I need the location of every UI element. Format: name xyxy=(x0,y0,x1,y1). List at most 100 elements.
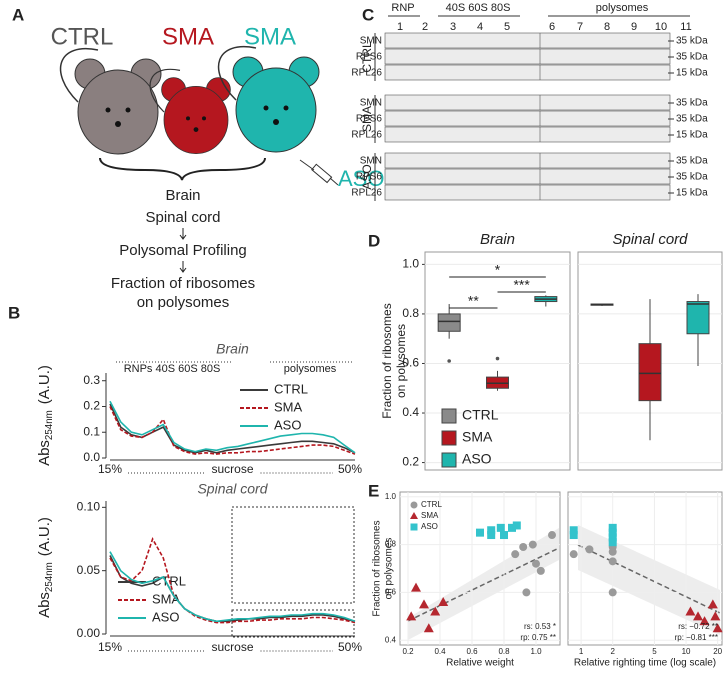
scatter-point xyxy=(419,599,429,609)
scatter-point xyxy=(476,528,484,537)
x-tick-label: 0.2 xyxy=(402,647,414,656)
x-label: sucrose xyxy=(211,640,253,654)
trend-line xyxy=(577,544,721,614)
blot-strip xyxy=(384,110,671,127)
outlier xyxy=(495,356,500,361)
legend-label: SMA xyxy=(421,511,439,520)
scatter-point xyxy=(608,523,617,532)
protein-label: RPL26 xyxy=(351,188,382,199)
legend-swatch xyxy=(410,523,418,531)
blot-strip xyxy=(384,152,671,169)
y-tick-label: 1.0 xyxy=(385,492,397,501)
y-tick-label: 0.05 xyxy=(77,563,101,577)
blot-strip xyxy=(384,64,671,81)
sig-label: * xyxy=(495,262,501,278)
y-tick-label: 0.2 xyxy=(402,455,419,469)
y-tick-label: 0.3 xyxy=(83,373,100,387)
x-tick-label: 1 xyxy=(579,647,584,656)
step-label: Brain xyxy=(165,187,200,204)
scatter-point xyxy=(487,531,496,540)
y-tick-label: 1.0 xyxy=(402,257,419,271)
mouse-icon xyxy=(217,45,320,153)
protein-label: SMN xyxy=(360,98,382,109)
lane-number: 10 xyxy=(655,21,667,33)
group-label: ASO xyxy=(360,164,374,189)
stat-annotation: rp: −0.81 *** xyxy=(675,633,718,642)
y-axis-label-part: Abs xyxy=(36,440,53,466)
treatment-label: ASO xyxy=(338,166,384,191)
legend-label: SMA xyxy=(462,429,493,445)
group-label: SMA xyxy=(360,106,374,132)
x-tick-label: 1.0 xyxy=(530,647,542,656)
arrow xyxy=(179,261,187,273)
y-tick-label: 0.1 xyxy=(83,424,100,438)
fraction-label: RNP xyxy=(391,2,414,14)
stat-annotation: rs: −0.72 ** xyxy=(678,622,718,631)
scatter-point xyxy=(508,523,516,532)
x-label: 50% xyxy=(338,640,362,654)
legend-label: CTRL xyxy=(462,407,499,423)
blot-strip xyxy=(384,48,671,65)
y-axis-label-part: (A.U.) xyxy=(36,365,53,404)
chart-title: Brain xyxy=(216,341,249,357)
scatter-point xyxy=(608,588,617,597)
step-label: Fraction of ribosomes xyxy=(111,275,255,292)
protein-label: SMN xyxy=(360,156,382,167)
x-tick-label: 5 xyxy=(652,647,657,656)
lane-number: 1 xyxy=(397,21,403,33)
scatter-point xyxy=(693,611,704,621)
panel-label: E xyxy=(368,481,379,500)
blot-strip xyxy=(384,184,671,201)
scatter-point xyxy=(430,606,441,616)
sig-label: *** xyxy=(513,277,530,293)
blot-strip xyxy=(384,168,671,185)
trend-line xyxy=(407,547,560,622)
box xyxy=(437,313,461,332)
legend-swatch xyxy=(441,452,457,468)
step-label: Polysomal Profiling xyxy=(119,242,247,259)
syringe-icon xyxy=(299,159,339,186)
lane-number: 9 xyxy=(631,21,637,33)
protein-label: RPL26 xyxy=(351,130,382,141)
scatter-point xyxy=(710,611,721,621)
y-tick-label: 0.4 xyxy=(402,405,419,419)
lane-number: 8 xyxy=(604,21,610,33)
y-tick-label: 0.00 xyxy=(77,626,101,640)
legend-label: ASO xyxy=(421,522,438,531)
y-axis-label: Abs254nm (A.U.) xyxy=(36,517,55,618)
scatter-point xyxy=(707,599,718,609)
data-line xyxy=(109,403,356,454)
data-line xyxy=(109,406,356,455)
arrow xyxy=(179,228,187,240)
scatter-point xyxy=(608,538,617,547)
x-label: 15% xyxy=(98,640,122,654)
x-tick-label: 0.4 xyxy=(434,647,446,656)
sig-label: ** xyxy=(468,293,479,309)
outlier xyxy=(447,359,451,363)
inset-box xyxy=(231,609,355,638)
size-label: 15 kDa xyxy=(676,130,708,141)
scatter-point xyxy=(519,542,528,551)
y-axis-label: Fraction of ribosomes xyxy=(372,520,383,616)
x-axis-label: Relative righting time (log scale) xyxy=(574,658,716,669)
facet-title: Brain xyxy=(480,231,515,248)
scatter-point xyxy=(536,566,545,575)
protein-label: RPS6 xyxy=(356,52,383,63)
scatter-point xyxy=(528,540,537,549)
size-label: 35 kDa xyxy=(676,98,708,109)
y-axis-label-part: 254nm xyxy=(44,562,55,592)
size-label: 35 kDa xyxy=(676,52,708,63)
scatter-point xyxy=(511,550,520,559)
legend-label: ASO xyxy=(274,417,301,432)
scatter-point xyxy=(699,616,710,626)
legend-label: ASO xyxy=(462,451,492,467)
scatter-point xyxy=(585,545,594,554)
scatter-point xyxy=(608,533,617,542)
legend-label: CTRL xyxy=(421,500,442,509)
mouse-icon xyxy=(149,68,231,155)
legend-swatch xyxy=(410,512,418,519)
lane-number: 5 xyxy=(504,21,510,33)
panel-frame xyxy=(399,491,561,646)
lane-number: 2 xyxy=(422,21,428,33)
